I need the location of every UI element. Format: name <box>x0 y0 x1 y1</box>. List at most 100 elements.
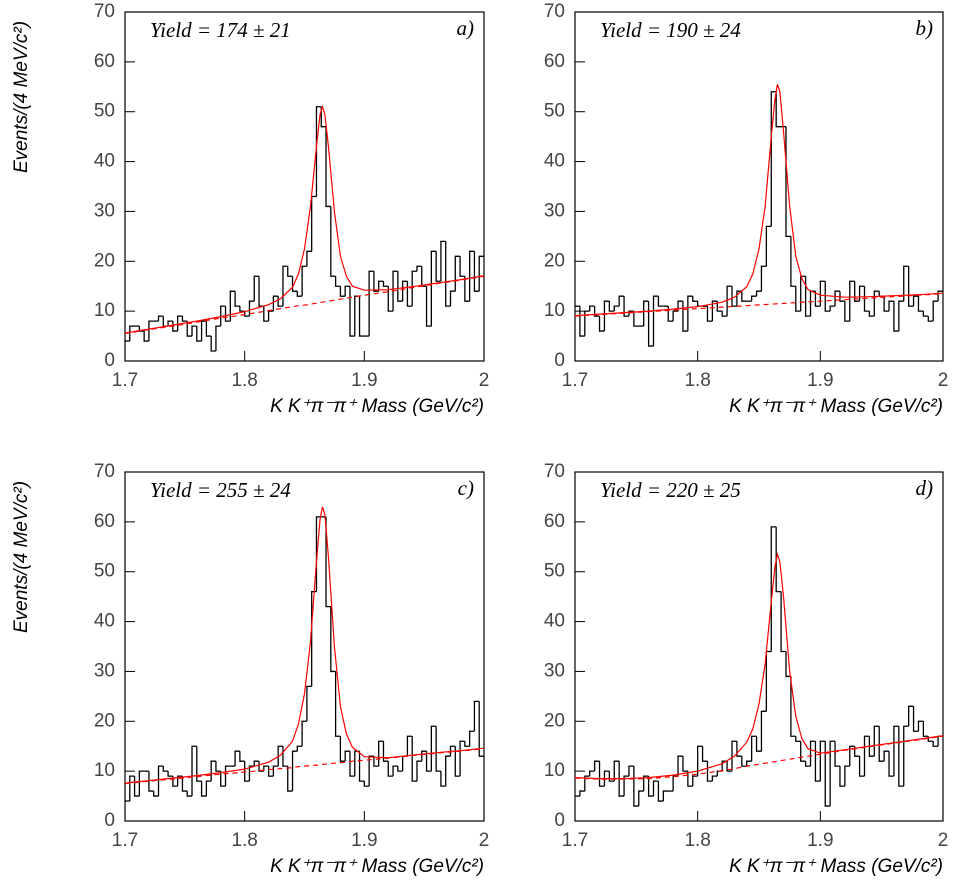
histogram-bin <box>932 300 939 322</box>
histogram-bin <box>908 705 914 727</box>
y-tick-label: 40 <box>544 151 565 172</box>
histogram-bin <box>224 306 231 322</box>
histogram-bin <box>760 265 767 292</box>
histogram-bin <box>449 745 456 757</box>
histogram-bin <box>229 290 236 322</box>
histogram-bin <box>589 770 595 777</box>
histogram-bin <box>272 295 279 312</box>
y-tick-label: 10 <box>94 300 115 321</box>
histogram-bin <box>893 725 899 777</box>
background-curve <box>124 748 485 785</box>
y-tick-label: 50 <box>94 561 115 582</box>
histogram-bin <box>598 761 605 787</box>
histogram-bin <box>672 775 679 792</box>
histogram-bin <box>804 276 811 317</box>
histogram-bin <box>392 270 398 312</box>
histogram-bin <box>898 726 904 787</box>
histogram-bin <box>770 526 777 652</box>
histogram-bin <box>863 735 870 777</box>
histogram-bin <box>849 745 855 767</box>
histogram-bin <box>824 281 831 312</box>
y-tick-label: 70 <box>94 461 115 482</box>
histogram-bin <box>435 251 441 282</box>
histogram-bin <box>473 251 480 292</box>
x-tick-label: 1.7 <box>112 370 138 391</box>
histogram-bin <box>883 750 890 762</box>
panel-label: c) <box>458 476 474 500</box>
histogram-bin <box>263 306 269 322</box>
histogram-bin <box>411 736 417 782</box>
histogram-bin <box>440 771 446 787</box>
histogram-bin <box>248 765 255 782</box>
y-tick-label: 0 <box>104 810 115 831</box>
histogram-bin <box>473 700 480 732</box>
histogram-bin <box>716 770 723 777</box>
histogram-bin <box>662 790 669 802</box>
histogram-bin <box>682 756 688 772</box>
yield-annotation: Yield = 220 ± 25 <box>600 478 741 502</box>
histogram-bin <box>755 736 762 752</box>
histogram-bin <box>468 250 475 302</box>
histogram-bin <box>598 316 605 332</box>
histogram-bin <box>445 755 451 787</box>
y-tick-label: 40 <box>544 611 565 632</box>
histogram-bin <box>162 766 169 772</box>
histogram-bin <box>741 291 747 302</box>
histogram-bin <box>922 311 929 317</box>
histogram-bin <box>244 311 250 317</box>
histogram-bin <box>726 761 733 772</box>
histogram-bin <box>234 291 240 307</box>
histogram-bin <box>804 761 811 767</box>
histogram-bin <box>854 281 860 302</box>
histogram-bin <box>795 286 801 312</box>
histogram-bin <box>421 750 427 762</box>
histogram-bin <box>311 591 317 687</box>
y-tick-label: 40 <box>94 151 115 172</box>
histogram-bin <box>692 775 698 787</box>
background-curve <box>124 275 485 335</box>
histogram-bin <box>790 676 796 737</box>
histogram-bin <box>633 311 639 327</box>
histogram-bin <box>873 290 880 317</box>
histogram-bin <box>373 271 379 292</box>
histogram-bin <box>325 126 331 208</box>
histogram-bin <box>148 771 154 792</box>
histogram-bin <box>401 755 408 772</box>
histogram-bin <box>628 310 634 317</box>
plot-frame <box>574 471 944 822</box>
histogram-bin <box>647 776 654 797</box>
histogram-bin <box>829 740 836 807</box>
histogram-bin <box>430 250 437 327</box>
histogram-bin <box>358 296 365 337</box>
y-tick-label: 10 <box>94 760 115 781</box>
histogram-bin <box>244 761 250 782</box>
histogram-bin <box>829 305 836 312</box>
y-tick-label: 60 <box>94 511 115 532</box>
histogram-bin <box>888 300 894 312</box>
histogram-bin <box>814 741 821 782</box>
histogram-bin <box>770 91 777 227</box>
histogram-bin <box>780 591 786 653</box>
histogram-bin <box>785 126 791 238</box>
histogram-bin <box>440 240 446 282</box>
histogram-bin <box>937 290 943 302</box>
histogram-bin <box>868 736 875 757</box>
histogram-bin <box>858 285 865 302</box>
x-tick-label: 1.7 <box>112 830 138 851</box>
histogram-bin <box>937 735 943 747</box>
histogram-bin <box>898 300 904 332</box>
background-curve <box>574 735 944 780</box>
histogram-bin <box>819 280 826 307</box>
histogram-bin <box>623 775 629 797</box>
yield-annotation: Yield = 255 ± 24 <box>150 478 291 502</box>
x-axis-label: K K⁺π⁻π⁺ Mass (GeV/c²) <box>270 396 484 417</box>
histogram-bin <box>344 750 350 762</box>
histogram-bin <box>181 316 188 322</box>
histogram-bin <box>378 740 384 767</box>
histogram-bin <box>834 741 840 767</box>
histogram-bin <box>296 291 303 297</box>
histogram-bin <box>258 276 264 307</box>
histogram-bin <box>809 740 816 767</box>
histogram-bin <box>917 296 924 312</box>
histogram-bin <box>912 706 919 732</box>
